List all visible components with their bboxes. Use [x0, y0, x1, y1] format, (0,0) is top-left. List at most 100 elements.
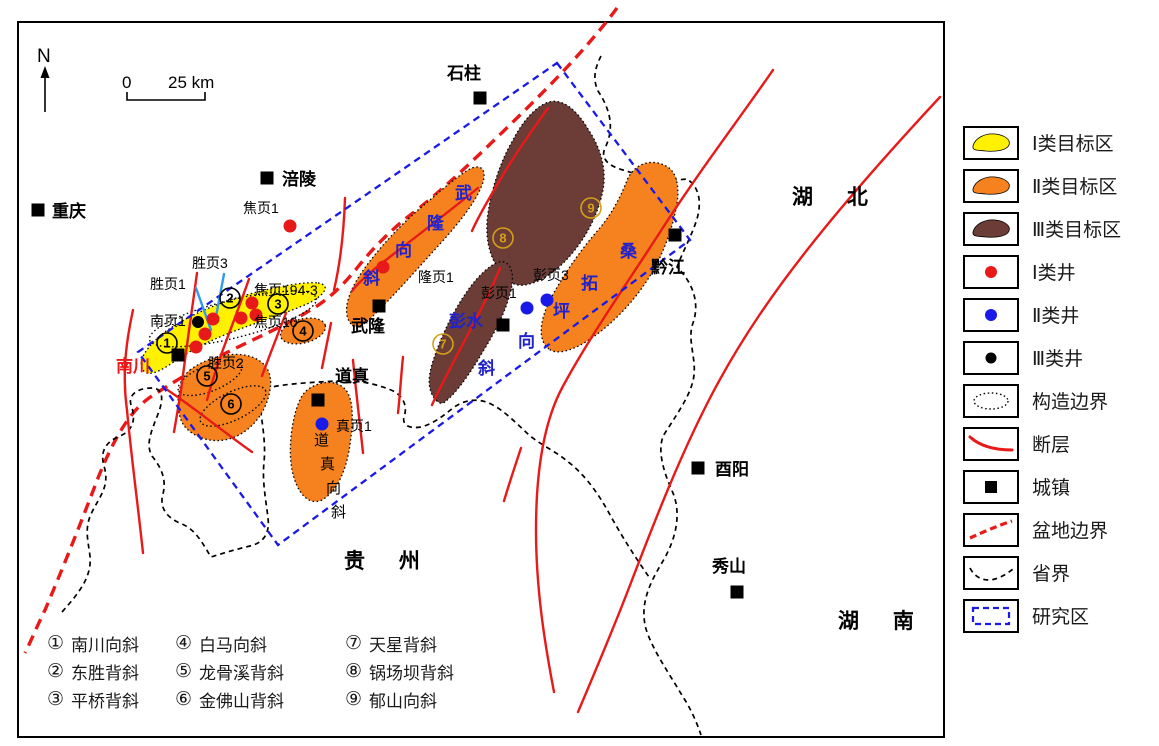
structure-badge: ② [47, 660, 65, 682]
city-label-nanchuan: 南川 [116, 356, 150, 376]
well-dot-class1 [189, 340, 203, 354]
well-label-zhenye1: 真页1 [336, 418, 372, 434]
legend-label: Ⅰ类井 [1032, 263, 1076, 284]
legend-item-province-boundary: 省界 [963, 551, 1159, 594]
province-boundary-line-south [61, 379, 650, 613]
legend-label: Ⅲ类目标区 [1032, 220, 1122, 241]
syncline-label-daozhen: 真 [320, 455, 335, 473]
structure-circle-4: 4 [292, 320, 314, 342]
province-label-guizhou: 贵 州 [344, 550, 434, 573]
well-class3-swatch-icon [963, 340, 1019, 375]
well-dot-class3 [192, 316, 204, 328]
well-label-longye1: 隆页1 [418, 269, 454, 285]
town-square [31, 203, 45, 217]
structure-index-item: ③ 平桥背斜 [47, 685, 175, 713]
scale-label: 25 km [168, 73, 214, 92]
legend-label: 盆地边界 [1032, 521, 1109, 542]
syncline-label-wulong: 斜 [362, 268, 380, 288]
structure-name: 南川向斜 [71, 635, 140, 655]
city-label-shizhu: 石柱 [446, 63, 481, 83]
legend-item-basin-boundary: 盆地边界 [963, 508, 1159, 551]
legend-panel: Ⅰ类目标区 Ⅱ类目标区 Ⅲ类目标区 Ⅰ类井 Ⅱ类井 [963, 121, 1159, 637]
fault-line [470, 106, 550, 233]
legend-item-target-class3: Ⅲ类目标区 [963, 207, 1159, 250]
fault-line [260, 311, 288, 378]
structure-circle-1: 1 [156, 332, 178, 354]
structure-name: 锅场坝背斜 [369, 663, 455, 683]
target-class1-swatch-icon [963, 125, 1019, 160]
svg-text:3: 3 [274, 297, 281, 312]
well-dot-class2 [315, 417, 329, 431]
structure-name: 天星背斜 [369, 635, 438, 655]
city-label-chongqing: 重庆 [52, 201, 86, 221]
structure-circle-6: 6 [220, 393, 242, 415]
town-square [311, 393, 325, 407]
well-label-jiaoye1: 焦页1 [243, 200, 279, 216]
legend-label: Ⅱ类井 [1032, 306, 1080, 327]
fault-line [502, 446, 523, 503]
well-dot-class2 [520, 301, 534, 315]
fault-line [123, 308, 145, 555]
town-square [171, 348, 185, 362]
target-area-II-baima-syncline [279, 317, 327, 345]
well-dot-class1 [206, 312, 220, 326]
legend-label: 断层 [1032, 435, 1071, 456]
fault-line [576, 95, 942, 714]
town-square [473, 91, 487, 105]
legend-label: 构造边界 [1032, 392, 1109, 413]
well-dot-class1 [283, 219, 297, 233]
structure-circle-5: 5 [196, 365, 218, 387]
structure-index-item: ⑦ 天星背斜 [345, 629, 505, 657]
structure-badge: ③ [47, 688, 65, 710]
province-label-hubei: 湖 北 [792, 186, 882, 209]
town-swatch-icon [963, 469, 1019, 504]
structure-circle-8: 8 [492, 227, 514, 249]
fault-line [172, 271, 199, 434]
city-label-daozhen: 道真 [335, 366, 369, 386]
syncline-label-pengshui: 彭水 [449, 311, 484, 331]
town-square [668, 228, 682, 242]
fault-line [430, 266, 502, 407]
well-class1-swatch-icon [963, 254, 1019, 289]
well-label-jiaoye194-3: 焦页194-3 [254, 282, 318, 298]
well-dot-class1 [245, 296, 259, 310]
legend-item-target-class2: Ⅱ类目标区 [963, 164, 1159, 207]
fault-line [351, 358, 365, 455]
structure-name: 郁山向斜 [369, 691, 438, 711]
structure-index-item: ⑥ 金佛山背斜 [175, 685, 345, 713]
legend-item-structure-boundary: 构造边界 [963, 379, 1159, 422]
scale-zero: 0 [122, 73, 131, 92]
legend-label: 城镇 [1032, 478, 1071, 499]
town-square [260, 171, 274, 185]
basin-boundary-swatch-icon [963, 512, 1019, 547]
city-label-qianjiang: 黔江 [651, 257, 685, 277]
structure-circle-2: 2 [219, 287, 241, 309]
fault-line [350, 186, 480, 293]
fault-line [396, 355, 405, 415]
province-boundary-line-east [594, 55, 702, 736]
legend-item-study-area: 研究区 [963, 594, 1159, 637]
structure-badge: ⑨ [345, 688, 363, 710]
fault-swatch-icon [963, 426, 1019, 461]
province-boundary-swatch-icon [963, 555, 1019, 590]
map-frame [17, 21, 945, 738]
svg-text:6: 6 [227, 397, 234, 412]
basin-boundary-line [23, 6, 619, 654]
target-area-II-wulong-syncline [346, 166, 485, 328]
town-square [496, 318, 510, 332]
structure-index-item: ⑤ 龙骨溪背斜 [175, 657, 345, 685]
syncline-label-sangtuoping: 向 [518, 331, 535, 351]
structure-boundary-dotted [199, 385, 267, 427]
target-area-II-daozhen-syncline [289, 381, 353, 503]
legend-label: 研究区 [1032, 607, 1090, 628]
structure-name: 龙骨溪背斜 [199, 663, 285, 683]
well-label-nanye1: 南页1 [150, 313, 186, 329]
structure-badge: ⑤ [175, 660, 193, 682]
city-label-xiushan: 秀山 [711, 557, 746, 576]
structure-badge: ⑦ [345, 632, 363, 654]
svg-text:9: 9 [587, 201, 594, 216]
well-label-pengye1: 彭页1 [481, 285, 517, 301]
fault-line [161, 385, 254, 454]
target-class3-swatch-icon [963, 211, 1019, 246]
syncline-label-sangtuoping: 坪 [553, 302, 570, 321]
